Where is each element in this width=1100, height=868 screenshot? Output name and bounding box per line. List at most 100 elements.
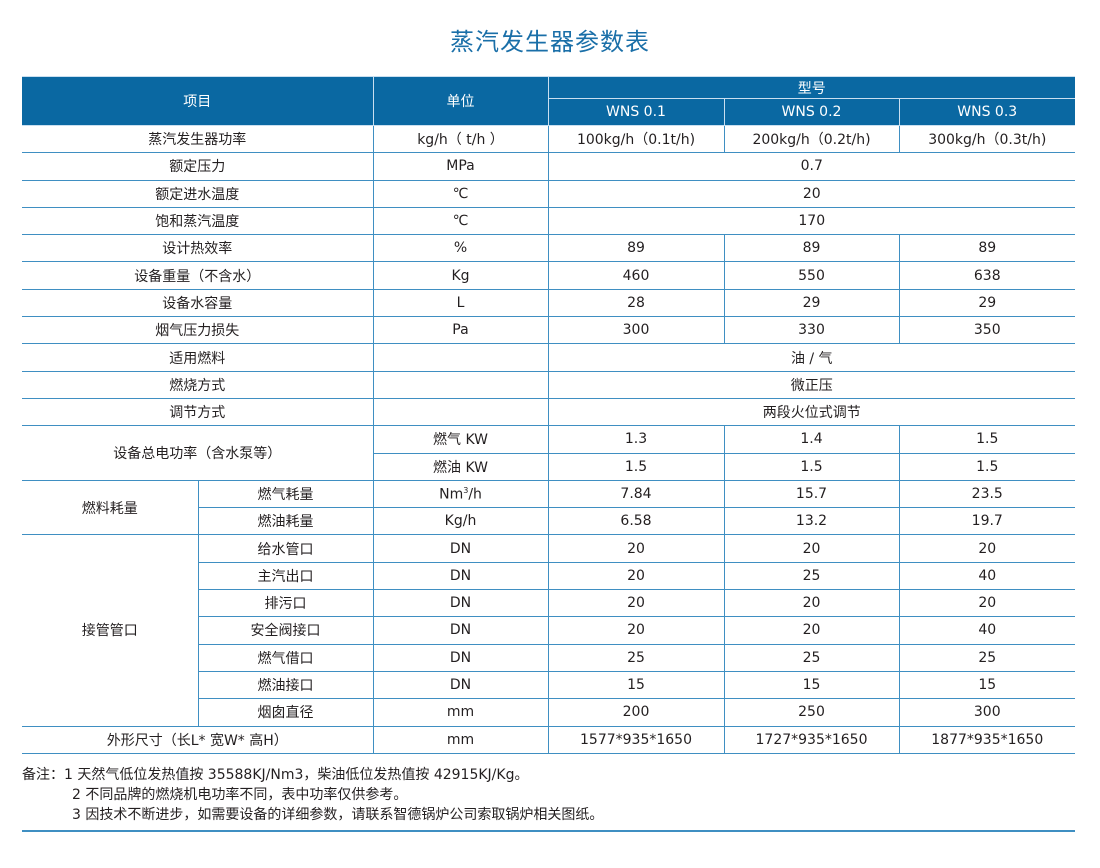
row-value: 330 — [723, 316, 900, 345]
header-item: 项目 — [22, 76, 374, 126]
row-unit: DN — [372, 589, 549, 618]
row-value: 1.5 — [723, 452, 900, 481]
row-label: 燃油耗量 — [198, 507, 374, 536]
row-value: 19.7 — [898, 507, 1075, 536]
row-label: 燃气借口 — [198, 643, 374, 672]
spec-table: 项目 单位 型号 WNS 0.1 WNS 0.2 WNS 0.3 蒸汽发生器功率… — [22, 76, 1075, 754]
page-title: 蒸汽发生器参数表 — [450, 28, 650, 56]
row-unit: ℃ — [372, 206, 549, 236]
row-unit: Kg/h — [372, 507, 549, 536]
table-row: 烟气压力损失 Pa 300 330 350 — [22, 316, 1075, 345]
table-row: 调节方式 两段火位式调节 — [22, 397, 1075, 427]
row-unit: DN — [372, 643, 549, 672]
row-value: 20 — [723, 589, 900, 618]
table-row: 燃油 KW 1.5 1.5 1.5 — [22, 452, 1075, 481]
row-label: 设备重量（不含水） — [22, 261, 374, 290]
row-unit: Kg — [372, 261, 549, 290]
table-row: 外形尺寸（长L* 宽W* 高H） mm 1577*935*1650 1727*935*… — [22, 725, 1075, 754]
row-value: 20 — [547, 561, 725, 591]
row-value: 15 — [723, 670, 900, 700]
row-label: 设备水容量 — [22, 288, 374, 318]
row-label: 燃油接口 — [198, 670, 374, 700]
table-row: 燃烧方式 微正压 — [22, 370, 1075, 399]
table-row: 排污口 DN 20 20 20 — [22, 589, 1075, 618]
row-value: 40 — [898, 561, 1075, 591]
row-value: 13.2 — [723, 507, 900, 536]
row-value: 25 — [723, 643, 900, 672]
header-model-2: WNS 0.2 — [723, 98, 900, 126]
row-value: 15.7 — [723, 479, 900, 509]
row-label: 额定进水温度 — [22, 179, 374, 208]
table-row: 燃料耗量 燃气耗量 Nm3/h 7.84 15.7 23.5 — [22, 479, 1075, 536]
row-value: 300kg/h（0.3t/h) — [898, 124, 1075, 154]
row-value: 460 — [547, 261, 725, 290]
row-value: 1.3 — [547, 425, 725, 454]
row-value: 20 — [547, 179, 1075, 208]
row-value: 200 — [547, 698, 725, 727]
row-value: 20 — [898, 589, 1075, 618]
note-3: 3 因技术不断进步，如需要设备的详细参数，请联系智德锅炉公司索取锅炉相关图纸。 — [72, 807, 604, 823]
row-value: 1.4 — [723, 425, 900, 454]
row-value: 550 — [723, 261, 900, 290]
row-value: 1.5 — [547, 452, 725, 481]
row-value: 1577*935*1650 — [547, 725, 725, 754]
row-value: 微正压 — [547, 370, 1075, 399]
row-label: 燃烧方式 — [22, 370, 374, 399]
row-label: 燃气耗量 — [197, 479, 374, 509]
row-value: 350 — [898, 316, 1075, 345]
row-unit: kg/h（ t/h ） — [372, 124, 549, 154]
table-row: 设备总电功率（含水泵等） 燃气 KW 1.3 1.4 1.5 — [22, 425, 1075, 481]
row-value: 89 — [898, 234, 1075, 263]
row-unit — [372, 343, 549, 372]
row-unit: L — [372, 288, 549, 318]
row-label: 外形尺寸（长L* 宽W* 高H） — [22, 725, 374, 754]
bottom-divider — [22, 830, 1075, 832]
row-value: 89 — [547, 234, 725, 263]
row-label: 调节方式 — [22, 397, 374, 427]
row-unit: ℃ — [372, 179, 549, 208]
table-row: 饱和蒸汽温度 ℃ 170 — [22, 206, 1075, 236]
table-row: 烟囱直径 mm 200 250 300 — [22, 698, 1075, 727]
table-row: 蒸汽发生器功率 kg/h（ t/h ） 100kg/h（0.1t/h) 200kg/h… — [22, 124, 1075, 154]
row-value: 170 — [547, 206, 1075, 236]
row-value: 23.5 — [898, 479, 1075, 509]
row-value: 1877*935*1650 — [898, 725, 1075, 754]
row-value: 0.7 — [547, 152, 1075, 181]
note-2: 2 不同品牌的燃烧机电功率不同，表中功率仅供参考。 — [72, 787, 408, 803]
row-value: 25 — [723, 561, 900, 591]
row-label: 设计热效率 — [22, 234, 374, 263]
row-value: 1.5 — [898, 425, 1075, 454]
row-label: 适用燃料 — [22, 343, 374, 372]
table-row: 设备重量（不含水） Kg 460 550 638 — [22, 261, 1075, 290]
table-row: 设计热效率% 89 89 89 — [22, 234, 1075, 263]
row-label: 给水管口 — [197, 534, 374, 563]
row-value: 7.84 — [547, 479, 725, 509]
row-value: 25 — [898, 643, 1075, 672]
row-value: 油 / 气 — [547, 343, 1075, 372]
row-label: 排污口 — [198, 589, 374, 618]
row-unit: DN — [372, 616, 549, 645]
note-1: 备注：1 天然气低位发热值按 35588KJ/Nm3，柴油低位发热值按 4291… — [22, 767, 529, 783]
row-unit: 燃气 KW — [372, 425, 549, 454]
header-model-3: WNS 0.3 — [898, 98, 1075, 126]
table-row: 主汽出口 DN 20 25 40 — [22, 561, 1075, 591]
row-unit — [372, 397, 549, 427]
row-value: 15 — [547, 670, 725, 700]
row-unit: DN — [372, 561, 549, 591]
row-unit — [372, 370, 549, 399]
row-value: 20 — [547, 616, 725, 645]
row-value: 300 — [898, 698, 1075, 727]
row-value: 15 — [898, 670, 1075, 700]
row-value: 638 — [898, 261, 1075, 290]
row-unit: MPa — [372, 152, 549, 181]
row-value: 28 — [547, 288, 725, 318]
row-unit: Nm3/h — [372, 479, 549, 509]
row-unit: DN — [372, 670, 549, 700]
header-model: 型号 — [547, 76, 1075, 99]
table-row: 燃气借口 DN 25 25 25 — [22, 643, 1075, 672]
row-unit: Pa — [372, 316, 549, 345]
row-value: 20 — [723, 534, 900, 563]
table-row: 安全阀接口 DN 20 20 40 — [22, 616, 1075, 645]
row-label: 额定压力 — [22, 152, 374, 181]
row-value: 40 — [898, 616, 1075, 645]
